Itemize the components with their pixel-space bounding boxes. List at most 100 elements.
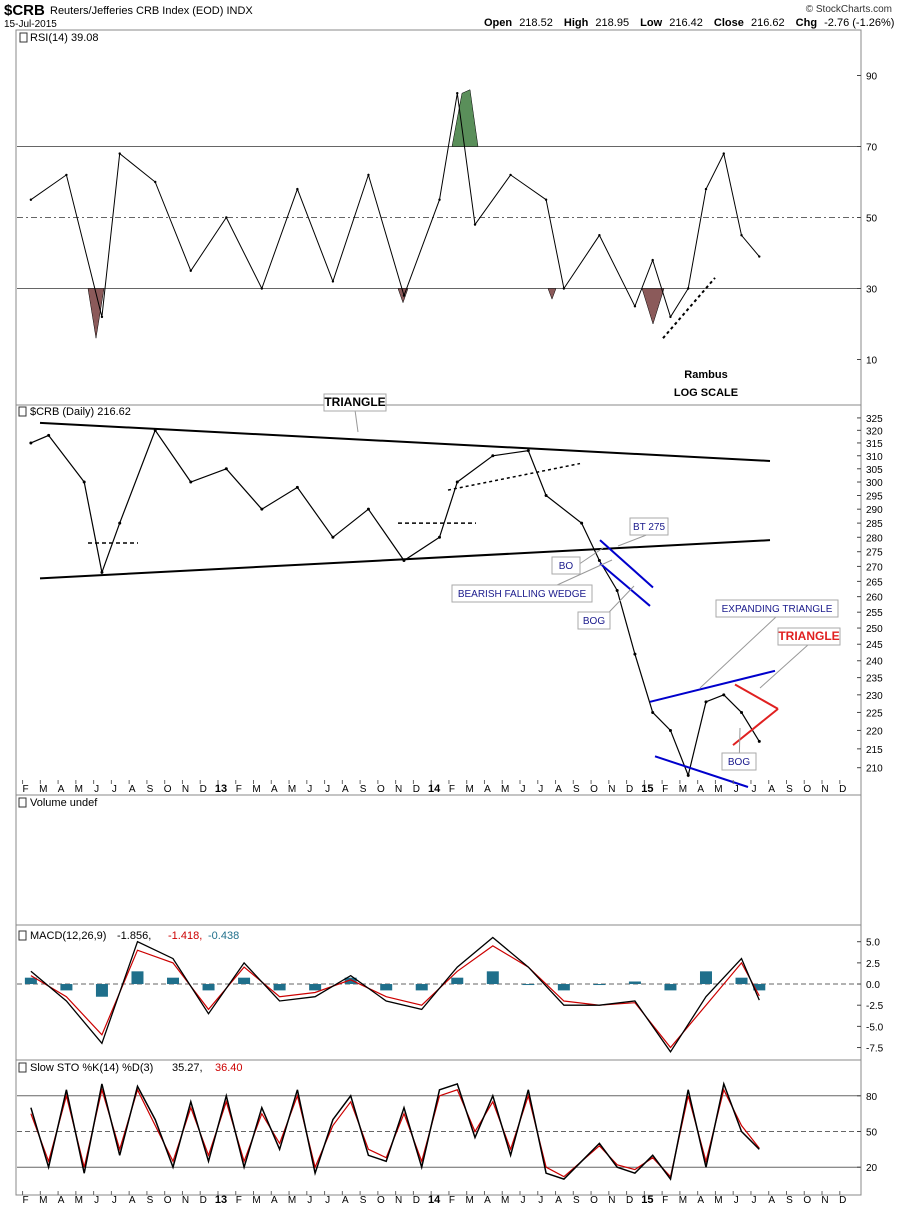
exchange-label: INDX <box>226 5 253 17</box>
price-axis-month-label: A <box>484 784 491 795</box>
rsi-point <box>704 187 708 191</box>
sto-axis-month-label: J <box>538 1195 543 1206</box>
wedge-callout: BEARISH FALLING WEDGE <box>451 559 613 603</box>
sto-axis-month-label: A <box>129 1195 136 1206</box>
price-axis-month-label: J <box>112 784 117 795</box>
price-axis-month-label: F <box>662 784 668 795</box>
price-tick-label: 285 <box>866 519 883 530</box>
price-axis-month-label: O <box>803 784 811 795</box>
sto-axis-month-label: M <box>288 1195 296 1206</box>
sto-axis-month-label: A <box>342 1195 349 1206</box>
expanding-callout-box <box>715 599 839 618</box>
macd-histogram-bar <box>735 977 748 985</box>
rsi-point <box>296 187 299 191</box>
red-triangle-callout-pointer <box>759 643 810 689</box>
rsi-point <box>118 152 121 155</box>
sto-axis-month-label: S <box>360 1195 367 1206</box>
rsi-point <box>722 152 725 155</box>
price-point <box>82 480 86 484</box>
bog-callout-2: BOG <box>721 727 757 771</box>
date-label: 15-Jul-2015 <box>4 19 57 30</box>
price-axis-month-label: M <box>252 784 260 795</box>
low-label: Low <box>640 17 663 29</box>
open-label: Open <box>484 17 513 29</box>
sto-axis-month-label: F <box>662 1195 668 1206</box>
macd-histogram-bar <box>664 984 677 991</box>
sto-axis-month-label: F <box>22 1195 28 1206</box>
price-point <box>366 507 370 511</box>
price-axis-month-label: M <box>501 784 509 795</box>
rsi-line <box>30 93 760 319</box>
triangle-callout-box <box>323 393 387 412</box>
price-axis-month-label: S <box>573 784 580 795</box>
rsi-point <box>438 198 441 201</box>
dashed-trendline <box>447 462 581 491</box>
price-axis-month-label: D <box>839 784 846 795</box>
price-axis-month-label: N <box>395 784 402 795</box>
sto-axis-month-label: S <box>786 1195 793 1206</box>
price-axis-month-label: M <box>75 784 83 795</box>
price-tick-label: 280 <box>866 533 883 544</box>
sto-axis-month-label: A <box>58 1195 65 1206</box>
rsi-annotation: LOG SCALE <box>674 387 738 399</box>
price-tick-label: 215 <box>866 745 883 756</box>
macd-histogram-bar <box>486 971 499 985</box>
price-point <box>455 480 459 484</box>
symbol-label: $CRB <box>4 2 45 19</box>
sto-tick-label: 20 <box>866 1163 878 1174</box>
high-value: 218.95 <box>595 17 630 29</box>
rsi-tick-label: 10 <box>866 356 878 367</box>
volume-title-box <box>18 797 27 808</box>
price-axis-month-label: A <box>271 784 278 795</box>
bog-callout-1: BOG <box>577 585 635 630</box>
price-tick-label: 300 <box>866 478 883 489</box>
sto-axis-month-label: J <box>521 1195 526 1206</box>
rsi-point <box>562 287 566 290</box>
red-triangle-callout-text: TRIANGLE <box>778 629 839 643</box>
index-name: Reuters/Jefferies CRB Index (EOD) <box>50 5 224 17</box>
triangle-callout-pointer <box>354 409 359 433</box>
triangle-lower-line <box>39 539 771 580</box>
price-axis-month-label: O <box>164 784 172 795</box>
rsi-tick-label: 70 <box>866 143 878 154</box>
rsi-point <box>633 305 637 308</box>
red-triangle-upper <box>734 683 779 710</box>
sto-axis-month-label: J <box>112 1195 117 1206</box>
rsi-tick-label: 30 <box>866 285 878 296</box>
chg-value: -2.76 (-1.26%) <box>824 17 895 29</box>
price-tick-label: 265 <box>866 577 883 588</box>
macd-tick-label: 2.5 <box>866 959 880 970</box>
rsi-point <box>509 173 512 177</box>
rsi-point <box>29 198 33 201</box>
macd-histogram-bar <box>95 984 108 997</box>
price-axis-month-label: F <box>22 784 28 795</box>
sto-axis-month-label: O <box>803 1195 811 1206</box>
sto-axis-month-label: J <box>751 1195 756 1206</box>
price-axis-month-label: J <box>538 784 543 795</box>
sto-axis-month-label: S <box>573 1195 580 1206</box>
sto-title: Slow STO %K(14) %D(3) <box>30 1062 153 1074</box>
low-value: 216.42 <box>669 17 703 29</box>
price-axis-month-label: M <box>466 784 474 795</box>
sto-axis-month-label: J <box>325 1195 330 1206</box>
sto-axis-month-label: A <box>697 1195 704 1206</box>
price-tick-label: 310 <box>866 452 883 463</box>
macd-tick-label: 5.0 <box>866 938 880 949</box>
expanding-callout: EXPANDING TRIANGLE <box>699 599 839 689</box>
rsi-point <box>473 223 477 226</box>
price-tick-label: 225 <box>866 708 883 719</box>
macd-signal-value: -1.418, <box>168 930 202 942</box>
sto-axis-month-label: J <box>734 1195 739 1206</box>
sto-axis-month-label: F <box>236 1195 242 1206</box>
rsi-title-box <box>19 32 28 43</box>
rsi-point <box>687 287 690 290</box>
macd-histogram-bar <box>451 977 464 985</box>
price-axis-month-label: S <box>786 784 793 795</box>
sto-axis-month-label: M <box>501 1195 509 1206</box>
red-triangle-lower <box>732 708 779 746</box>
price-point <box>686 773 690 777</box>
price-axis-month-label: J <box>751 784 756 795</box>
macd-value: -1.856, <box>117 930 151 942</box>
open-value: 218.52 <box>519 17 553 29</box>
